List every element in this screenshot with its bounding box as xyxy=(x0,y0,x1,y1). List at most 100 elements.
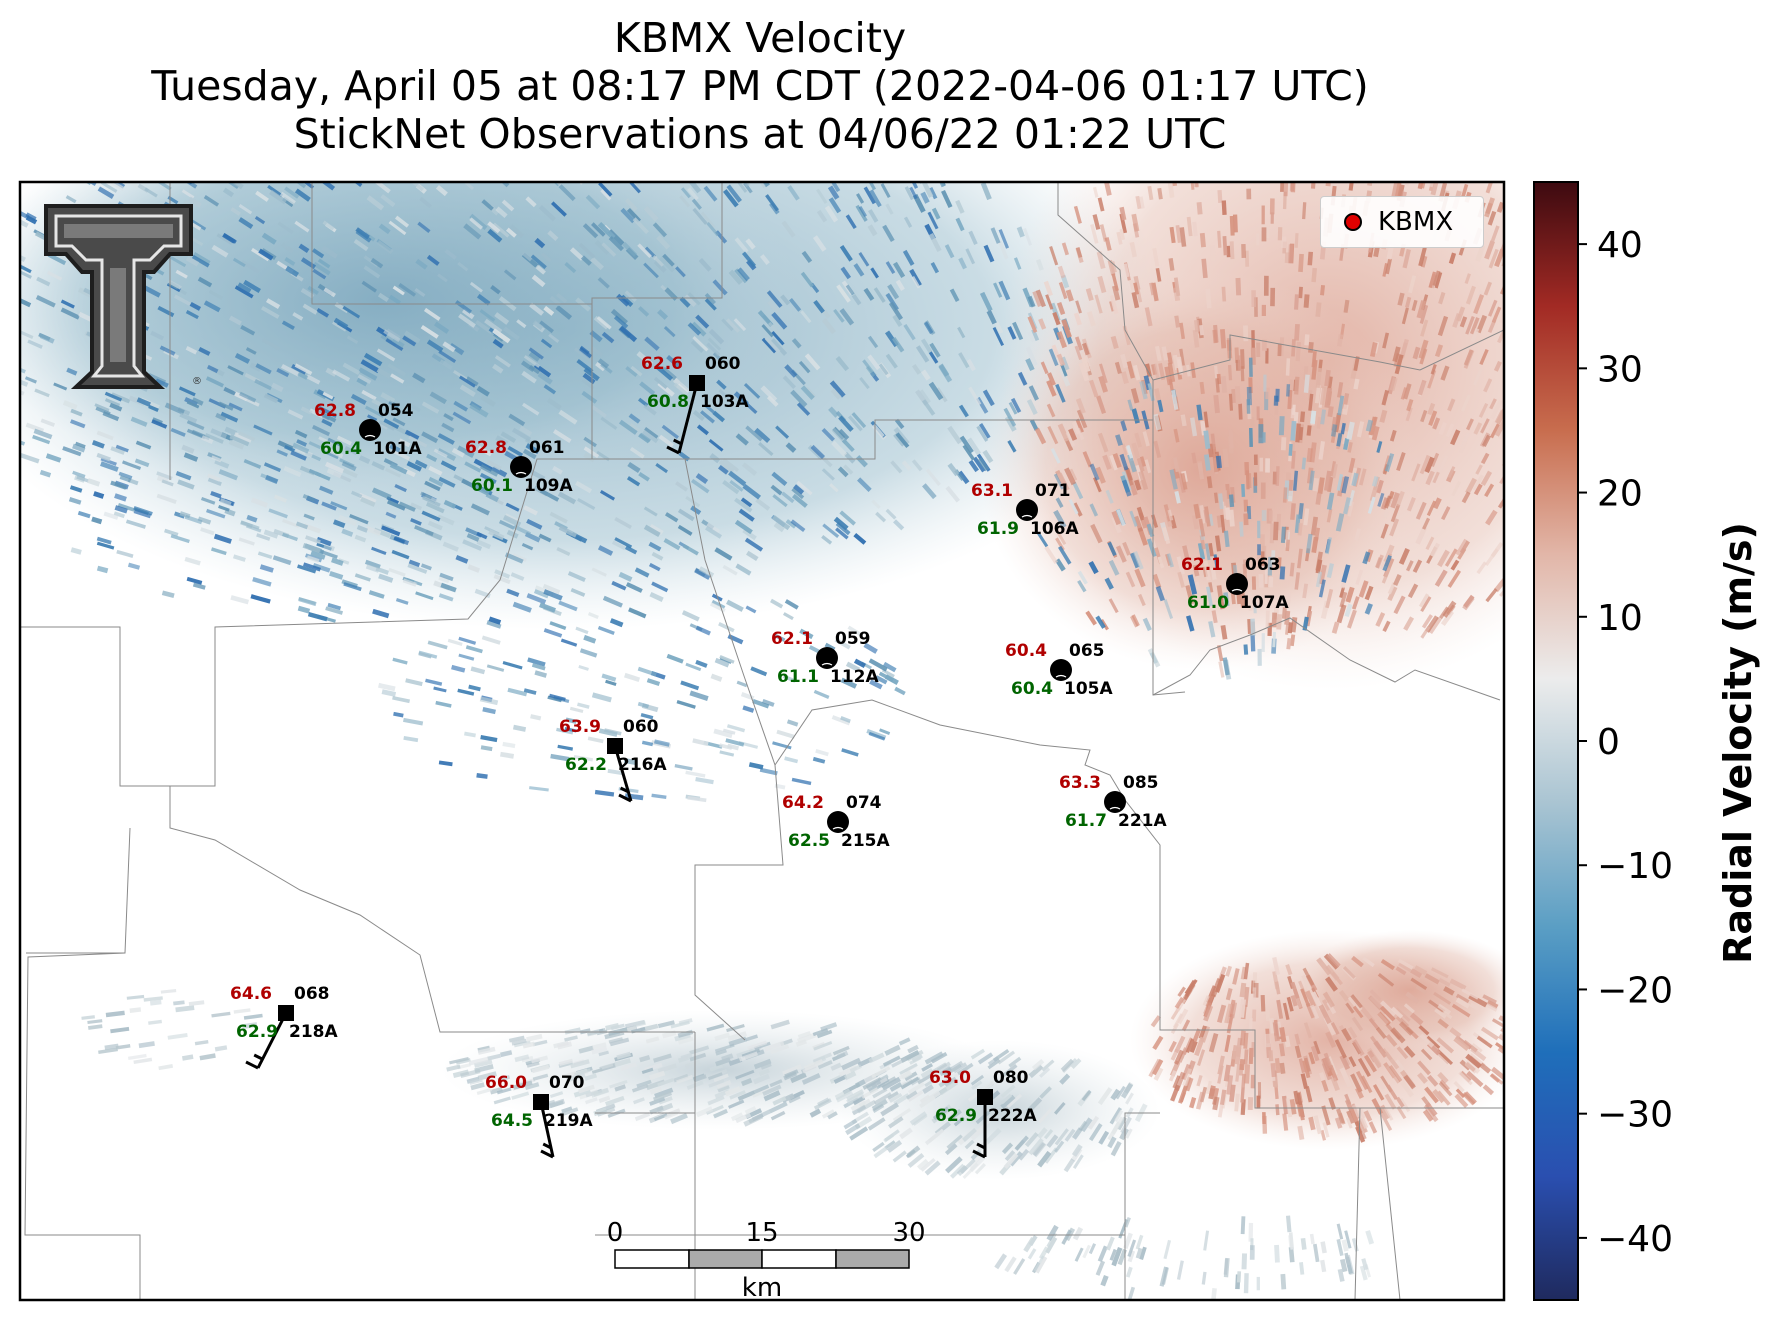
colorbar: 40 30 20 10 0 −10 −20 −30 −40 xyxy=(1533,181,1673,1301)
station-dewpoint: 61.7 xyxy=(1065,811,1107,831)
station-112A: 62.1 059 61.1 112A xyxy=(771,629,879,687)
station-dewpoint: 62.2 xyxy=(565,755,607,775)
station-temperature: 64.2 xyxy=(782,793,824,813)
station-marker-square-icon xyxy=(977,1089,993,1105)
station-marker-circle-icon xyxy=(1016,499,1038,521)
station-id: 216A xyxy=(618,755,667,775)
station-105A: 60.4 065 60.4 105A xyxy=(1005,641,1113,699)
wind-barb-icon xyxy=(677,382,699,454)
station-id: 221A xyxy=(1118,811,1167,831)
station-id: 107A xyxy=(1240,593,1289,613)
station-id: 101A xyxy=(373,439,422,459)
station-dewpoint: 61.0 xyxy=(1187,593,1229,613)
scale-seg-3 xyxy=(761,1249,837,1269)
scale-label-15: 15 xyxy=(745,1218,778,1248)
station-109A: 62.8 061 60.1 109A xyxy=(465,438,573,496)
scale-unit: km xyxy=(742,1273,782,1303)
colorbar-tick-label: −10 xyxy=(1597,846,1673,887)
colorbar-bar xyxy=(1533,181,1579,1301)
station-marker-square-icon xyxy=(607,738,623,754)
station-222A: 63.0 080 62.9 222A xyxy=(929,1068,1037,1159)
station-id: 222A xyxy=(988,1106,1037,1126)
scale-seg-2 xyxy=(688,1249,763,1269)
station-dewpoint: 60.1 xyxy=(471,476,513,496)
station-216A: 63.9 060 62.2 216A xyxy=(559,717,667,803)
station-dewpoint: 62.5 xyxy=(788,831,830,851)
colorbar-tick-label: 20 xyxy=(1597,474,1643,515)
station-marker-circle-icon xyxy=(827,811,849,833)
scale-label-0: 0 xyxy=(607,1218,624,1248)
station-218A: 64.6 068 62.9 218A xyxy=(230,984,338,1070)
station-wind-direction: 070 xyxy=(549,1073,585,1093)
station-wind-direction: 071 xyxy=(1035,481,1071,501)
station-id: 219A xyxy=(544,1111,593,1131)
station-106A: 63.1 071 61.9 106A xyxy=(971,481,1079,539)
station-wind-direction: 054 xyxy=(378,401,414,421)
station-dewpoint: 61.9 xyxy=(977,519,1019,539)
station-dewpoint: 61.1 xyxy=(777,667,819,687)
station-219A: 66.0 070 64.5 219A xyxy=(485,1073,593,1159)
county-boundaries xyxy=(20,182,1504,1300)
station-wind-direction: 060 xyxy=(623,717,659,737)
station-id: 106A xyxy=(1030,519,1079,539)
radar-velocity-layer xyxy=(20,182,1504,1300)
radar-speckle xyxy=(20,182,1504,1300)
station-temperature: 63.1 xyxy=(971,481,1013,501)
station-dewpoint: 64.5 xyxy=(491,1111,533,1131)
station-dewpoint: 60.4 xyxy=(320,439,362,459)
station-marker-circle-icon xyxy=(359,419,381,441)
station-id: 112A xyxy=(830,667,879,687)
station-id: 105A xyxy=(1064,679,1113,699)
station-temperature: 63.9 xyxy=(559,717,601,737)
title-sticknet: StickNet Observations at 04/06/22 01:22 … xyxy=(293,110,1227,158)
station-101A: 62.8 054 60.4 101A xyxy=(314,401,422,459)
station-temperature: 62.8 xyxy=(465,438,507,458)
scale-seg-4 xyxy=(835,1249,910,1269)
title-radar: KBMX Velocity xyxy=(613,14,907,62)
station-wind-direction: 085 xyxy=(1123,773,1159,793)
colorbar-tick-label: −20 xyxy=(1597,970,1673,1011)
station-107A: 62.1 063 61.0 107A xyxy=(1181,555,1289,613)
station-wind-direction: 068 xyxy=(294,984,330,1004)
station-marker-square-icon xyxy=(278,1005,294,1021)
station-id: 215A xyxy=(841,831,890,851)
station-wind-direction: 063 xyxy=(1245,555,1281,575)
station-marker-circle-icon xyxy=(510,456,532,478)
station-wind-direction: 060 xyxy=(705,354,741,374)
station-marker-circle-icon xyxy=(1226,573,1248,595)
svg-text:®: ® xyxy=(192,376,202,387)
station-dewpoint: 62.9 xyxy=(935,1106,977,1126)
colorbar-ticks: 40 30 20 10 0 −10 −20 −30 −40 xyxy=(1578,225,1673,1260)
station-wind-direction: 059 xyxy=(835,629,871,649)
station-id: 103A xyxy=(700,392,749,412)
station-marker-circle-icon xyxy=(1104,791,1126,813)
station-dewpoint: 60.4 xyxy=(1011,679,1053,699)
station-wind-direction: 074 xyxy=(846,793,882,813)
station-temperature: 66.0 xyxy=(485,1073,527,1093)
colorbar-tick-label: 10 xyxy=(1597,598,1643,639)
station-temperature: 60.4 xyxy=(1005,641,1047,661)
station-221A: 63.3 085 61.7 221A xyxy=(1059,773,1167,831)
scale-label-30: 30 xyxy=(892,1218,925,1248)
sticknet-stations: 62.8 054 60.4 101A 62.8 061 60.1 109A 62.6 060 60.… xyxy=(230,354,1289,1159)
colorbar-tick-label: 40 xyxy=(1597,225,1643,266)
wind-barb-icon xyxy=(256,1012,288,1069)
texas-tech-logo: ® xyxy=(44,204,202,389)
station-marker-circle-icon xyxy=(1050,659,1072,681)
station-dewpoint: 60.8 xyxy=(647,392,689,412)
station-215A: 64.2 074 62.5 215A xyxy=(782,793,890,851)
station-temperature: 62.6 xyxy=(641,354,683,374)
scale-bar: 0 15 30 km xyxy=(607,1218,926,1303)
station-temperature: 64.6 xyxy=(230,984,272,1004)
title-block: KBMX Velocity Tuesday, April 05 at 08:17… xyxy=(20,14,1500,158)
station-temperature: 62.1 xyxy=(1181,555,1223,575)
colorbar-tick-label: 30 xyxy=(1597,349,1643,390)
station-wind-direction: 065 xyxy=(1069,641,1105,661)
station-wind-direction: 061 xyxy=(529,438,565,458)
colorbar-label: Radial Velocity (m/s) xyxy=(1716,522,1760,964)
legend-label: KBMX xyxy=(1378,207,1454,237)
station-temperature: 63.3 xyxy=(1059,773,1101,793)
station-wind-direction: 080 xyxy=(993,1068,1029,1088)
map-frame xyxy=(18,180,1506,1302)
